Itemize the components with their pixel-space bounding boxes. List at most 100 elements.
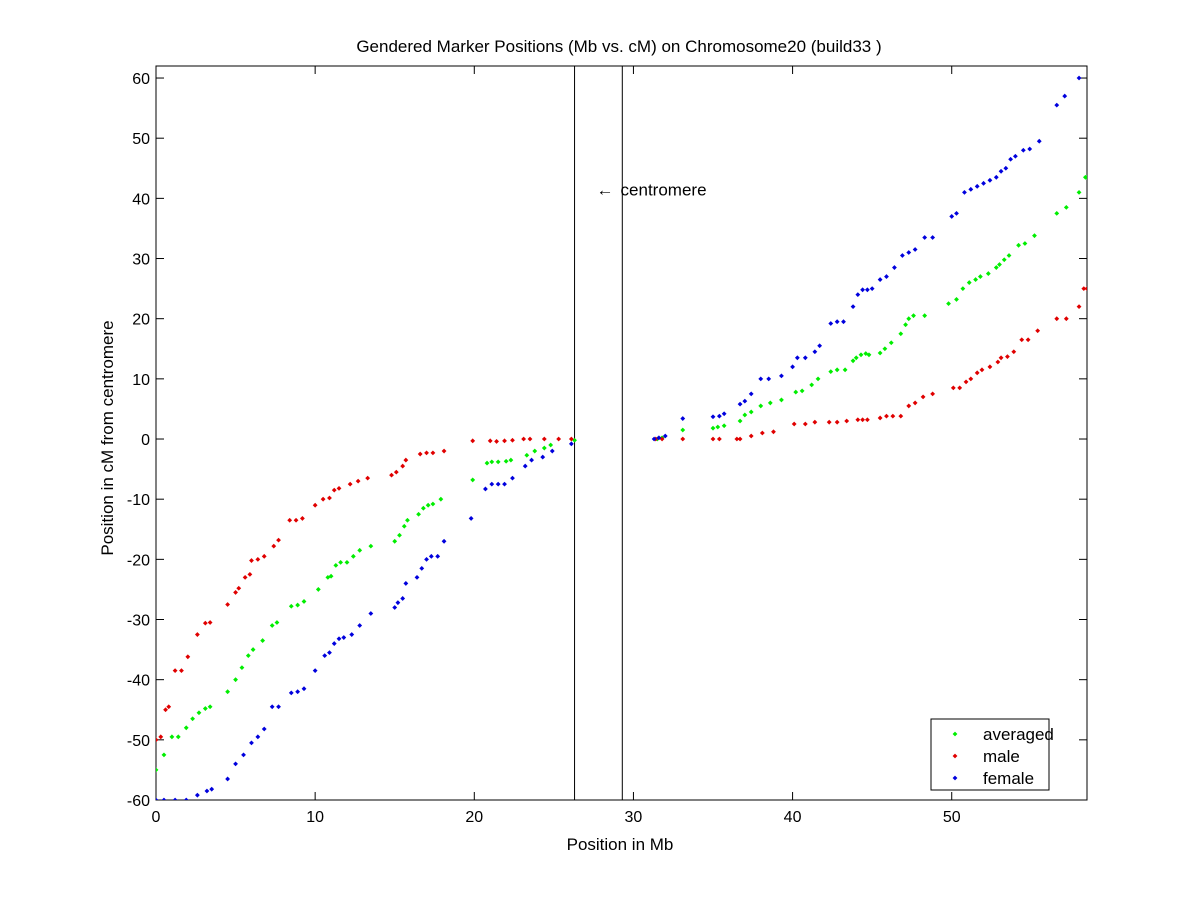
male-point <box>906 403 912 409</box>
averaged-point <box>1084 174 1087 180</box>
averaged-point <box>532 448 538 454</box>
averaged-point <box>715 424 721 430</box>
male-point <box>826 419 832 425</box>
male-point <box>748 433 754 439</box>
male-point <box>834 419 840 425</box>
male-point <box>987 364 993 370</box>
female-point <box>1003 165 1009 171</box>
male-legend-label: male <box>983 747 1020 766</box>
female-point <box>892 265 897 270</box>
averaged-point <box>710 425 716 431</box>
female-point <box>510 475 515 481</box>
centromere-arrow: ← <box>597 180 614 199</box>
male-point <box>864 417 870 423</box>
x-tick-label: 50 <box>943 809 961 826</box>
male-point <box>255 556 261 562</box>
legend: averaged male female <box>930 718 1054 791</box>
female-point <box>1020 147 1026 153</box>
y-tick-label: 20 <box>132 312 150 329</box>
female-point <box>161 797 167 800</box>
averaged-point <box>946 301 951 307</box>
averaged-point <box>809 382 815 388</box>
y-tick-label: -60 <box>127 793 150 810</box>
female-point <box>172 797 178 800</box>
y-tick-label: -20 <box>127 552 150 569</box>
y-tick-label: 30 <box>132 252 150 269</box>
averaged-point <box>315 587 321 592</box>
male-point <box>1011 349 1017 355</box>
male-point <box>963 379 969 385</box>
averaged-point <box>260 638 266 643</box>
x-tick-label: 20 <box>465 809 483 826</box>
female-legend-marker <box>952 775 958 781</box>
averaged-point <box>758 403 764 409</box>
male-point <box>487 438 493 444</box>
female-point <box>828 321 834 326</box>
averaged-legend-label: averaged <box>983 725 1054 744</box>
female-point <box>912 247 918 252</box>
female-point <box>710 414 716 420</box>
female-point <box>549 448 555 454</box>
averaged-point <box>196 710 202 716</box>
averaged-point <box>906 316 912 322</box>
averaged-point <box>1001 257 1007 263</box>
male-point <box>979 367 985 373</box>
averaged-point <box>438 496 444 502</box>
averaged-point <box>793 389 799 395</box>
x-tick-label: 40 <box>784 809 802 826</box>
averaged-point <box>1022 241 1028 246</box>
averaged-point <box>850 358 856 364</box>
female-point <box>156 797 159 800</box>
male-legend-marker <box>952 753 958 759</box>
y-tick-label: 40 <box>132 191 150 208</box>
female-point <box>183 797 189 800</box>
male-point <box>327 495 332 501</box>
averaged-point <box>799 388 805 394</box>
male-point <box>1084 286 1087 292</box>
legend-box <box>930 718 1050 791</box>
female-point <box>261 726 267 732</box>
averaged-point <box>911 313 916 319</box>
y-tick-label: -10 <box>127 492 150 509</box>
male-point <box>172 668 178 674</box>
female-point <box>864 287 870 293</box>
axes-box <box>155 65 1088 801</box>
averaged-point <box>898 331 904 337</box>
plot-area: 0 10 20 30 40 50 -60 -50 -40 -30 -20 -10 0 10 20 30 40 50… <box>127 65 1088 826</box>
averaged-point <box>834 367 840 373</box>
male-point <box>320 496 326 502</box>
data-points <box>156 75 1087 800</box>
female-point <box>662 433 668 439</box>
averaged-point <box>903 322 908 328</box>
averaged-point <box>721 423 727 429</box>
averaged-point <box>737 418 743 424</box>
y-axis-label: Position in cM from centromere <box>98 320 117 555</box>
y-tick-label: -30 <box>127 613 150 630</box>
averaged-legend-marker <box>952 731 958 737</box>
averaged-point <box>748 409 754 415</box>
x-axis-label: Position in Mb <box>567 835 674 854</box>
y-tick-label: 60 <box>132 71 150 88</box>
female-point <box>869 286 875 292</box>
female-point <box>540 454 546 460</box>
female-legend-label: female <box>983 769 1034 788</box>
female-point <box>680 416 686 421</box>
x-tick-label: 0 <box>152 809 161 826</box>
x-tick-label: 10 <box>306 809 324 826</box>
averaged-point <box>779 397 784 403</box>
female-point <box>817 343 823 349</box>
averaged-point <box>858 352 864 358</box>
averaged-point <box>866 352 872 358</box>
y-tick-label: -50 <box>127 733 150 750</box>
averaged-point <box>993 265 999 270</box>
male-point <box>1019 337 1025 343</box>
averaged-point <box>541 445 547 451</box>
male-point <box>995 359 1001 365</box>
female-point <box>962 189 967 195</box>
female-point <box>993 174 999 180</box>
y-tick-label: 50 <box>132 131 150 148</box>
averaged-point <box>922 313 928 319</box>
averaged-point <box>954 297 959 302</box>
y-tick-label: 0 <box>141 432 150 449</box>
